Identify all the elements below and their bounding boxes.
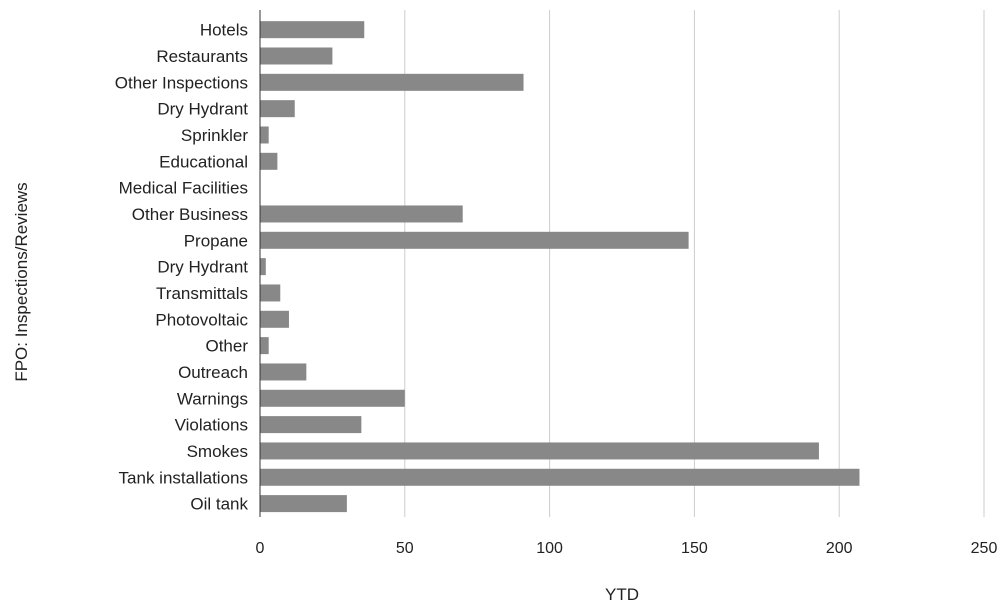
category-label: Photovoltaic	[155, 310, 248, 329]
bar	[260, 389, 405, 407]
category-label: Dry Hydrant	[157, 258, 248, 277]
category-label: Other Business	[132, 205, 248, 224]
x-tick-label: 200	[826, 540, 853, 557]
bar	[260, 47, 333, 65]
bar	[260, 363, 307, 381]
category-label: Hotels	[200, 21, 248, 40]
category-labels: Hotels Restaurants Other Inspections Dry Hy…	[115, 21, 249, 514]
category-label: Other	[205, 337, 248, 356]
bar	[260, 310, 289, 328]
x-tick-label: 50	[396, 540, 414, 557]
bar	[260, 442, 819, 460]
category-label: Propane	[184, 231, 248, 250]
bar	[260, 337, 269, 355]
category-label: Educational	[159, 152, 248, 171]
x-tick-label: 0	[256, 540, 265, 557]
bar	[260, 100, 295, 118]
category-label: Warnings	[177, 389, 248, 408]
bar	[260, 231, 689, 249]
x-tick-label: 150	[681, 540, 708, 557]
category-label: Outreach	[178, 363, 248, 382]
bar	[260, 152, 278, 170]
category-label: Oil tank	[190, 495, 248, 514]
bar	[260, 468, 860, 486]
category-label: Other Inspections	[115, 73, 248, 92]
bars	[260, 21, 860, 513]
x-tick-labels: 0 50 100 150 200 250	[256, 540, 998, 557]
category-label: Tank installations	[119, 468, 248, 487]
bar	[260, 73, 524, 91]
bar	[260, 495, 347, 513]
x-tick-label: 250	[971, 540, 998, 557]
bar	[260, 21, 365, 39]
bar	[260, 258, 266, 276]
gridlines	[404, 10, 985, 517]
bar	[260, 416, 362, 434]
bar	[260, 126, 269, 144]
category-label: Sprinkler	[181, 126, 248, 145]
category-label: Transmittals	[156, 284, 248, 303]
x-axis-title: YTD	[605, 585, 639, 604]
bar	[260, 284, 281, 302]
category-label: Restaurants	[156, 47, 248, 66]
category-label: Violations	[175, 416, 248, 435]
y-axis-title: FPO: Inspections/Reviews	[12, 182, 31, 381]
x-tick-label: 100	[536, 540, 563, 557]
category-label: Smokes	[187, 442, 248, 461]
category-label: Dry Hydrant	[157, 100, 248, 119]
category-label: Medical Facilities	[119, 179, 248, 198]
bar	[260, 205, 463, 223]
